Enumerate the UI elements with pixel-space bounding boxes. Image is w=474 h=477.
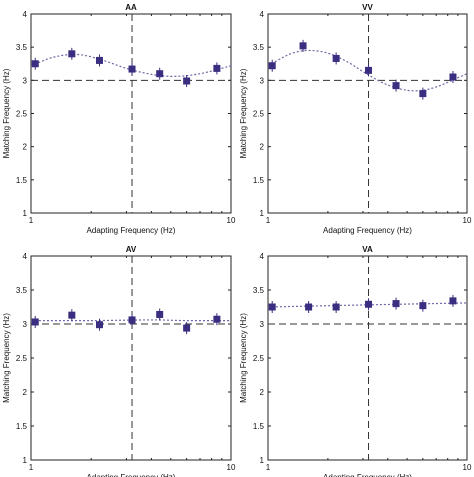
y-tick-label: 2 [23, 388, 28, 397]
panel-title: VV [362, 3, 373, 12]
data-point [365, 300, 373, 308]
y-tick-label: 1.5 [253, 422, 265, 431]
y-tick-label: 3 [23, 76, 28, 85]
y-axis-label: Matching Frequency (Hz) [239, 68, 248, 158]
data-point [449, 73, 457, 81]
data-point [419, 302, 427, 310]
x-tick-label: 1 [29, 463, 34, 472]
plot-frame [30, 255, 232, 461]
data-point [332, 303, 340, 311]
panel-title: VA [362, 245, 373, 254]
y-tick-label: 1.5 [16, 422, 28, 431]
data-point [31, 60, 39, 68]
panel-title: AA [125, 3, 137, 12]
y-tick-label: 2 [23, 143, 28, 152]
data-point [128, 65, 136, 73]
x-axis-label: Adapting Frequency (Hz) [87, 473, 176, 477]
chart-panel-aa: 1 1.5 2 2.5 3 3.5 4 1 10 AA Adapting Frequency (Hz… [2, 3, 236, 235]
panel-title: AV [126, 245, 137, 254]
x-axis-label: Adapting Frequency (Hz) [87, 226, 176, 235]
data-point [183, 77, 191, 85]
y-tick-label: 1 [23, 456, 28, 465]
y-tick-label: 3 [260, 76, 265, 85]
x-tick-label: 10 [463, 463, 472, 472]
data-point [268, 62, 276, 70]
y-tick-label: 2.5 [16, 354, 28, 363]
fit-curve [30, 53, 232, 78]
data-point [95, 56, 103, 64]
y-tick-label: 3 [260, 320, 265, 329]
data-point [268, 303, 276, 311]
x-tick-label: 10 [227, 216, 236, 225]
data-point [128, 316, 136, 324]
y-axis-label: Matching Frequency (Hz) [239, 313, 248, 403]
data-point [332, 54, 340, 62]
y-tick-label: 3.5 [253, 286, 265, 295]
y-tick-label: 1 [260, 456, 265, 465]
plot-frame [267, 13, 468, 214]
x-tick-label: 1 [266, 463, 271, 472]
x-axis-label: Adapting Frequency (Hz) [323, 226, 412, 235]
chart-panel-av: 1 1.5 2 2.5 3 3.5 4 1 10 AV Adapting Frequency (Hz… [2, 245, 236, 477]
plot-frame [30, 13, 232, 214]
y-tick-label: 2.5 [16, 110, 28, 119]
fit-curve [267, 302, 468, 308]
y-tick-label: 1.5 [253, 176, 265, 185]
data-point [419, 90, 427, 98]
y-axis-label: Matching Frequency (Hz) [2, 68, 11, 158]
data-point [68, 50, 76, 58]
fit-curve [267, 49, 468, 92]
y-tick-label: 2 [260, 143, 265, 152]
x-tick-label: 10 [463, 216, 472, 225]
y-tick-label: 3.5 [16, 286, 28, 295]
x-tick-label: 1 [266, 216, 271, 225]
data-point [299, 42, 307, 50]
data-point [392, 82, 400, 90]
y-tick-label: 2.5 [253, 110, 265, 119]
y-tick-label: 4 [260, 252, 265, 261]
data-point [213, 315, 221, 323]
chart-panel-va: 1 1.5 2 2.5 3 3.5 4 1 10 VA Adapting Frequency (Hz… [239, 245, 472, 477]
data-point [213, 64, 221, 72]
data-point [31, 318, 39, 326]
y-tick-label: 4 [260, 10, 265, 19]
y-tick-label: 2 [260, 388, 265, 397]
data-point [449, 297, 457, 305]
data-point [95, 321, 103, 329]
data-point [365, 66, 373, 74]
y-tick-label: 3 [23, 320, 28, 329]
data-point [305, 303, 313, 311]
y-tick-label: 4 [23, 252, 28, 261]
x-tick-label: 1 [29, 216, 34, 225]
data-point [156, 70, 164, 78]
y-tick-label: 1 [260, 209, 265, 218]
y-tick-label: 4 [23, 10, 28, 19]
y-tick-label: 1 [23, 209, 28, 218]
y-tick-label: 1.5 [16, 176, 28, 185]
plot-frame [267, 255, 468, 461]
chart-panel-vv: 1 1.5 2 2.5 3 3.5 4 1 10 VV Adapting Frequency (Hz… [239, 3, 472, 235]
data-point [183, 324, 191, 332]
data-point [156, 310, 164, 318]
y-tick-label: 3.5 [16, 43, 28, 52]
data-point [392, 300, 400, 308]
y-tick-label: 2.5 [253, 354, 265, 363]
y-tick-label: 3.5 [253, 43, 265, 52]
y-axis-label: Matching Frequency (Hz) [2, 313, 11, 403]
x-axis-label: Adapting Frequency (Hz) [323, 473, 412, 477]
data-point [68, 311, 76, 319]
x-tick-label: 10 [227, 463, 236, 472]
